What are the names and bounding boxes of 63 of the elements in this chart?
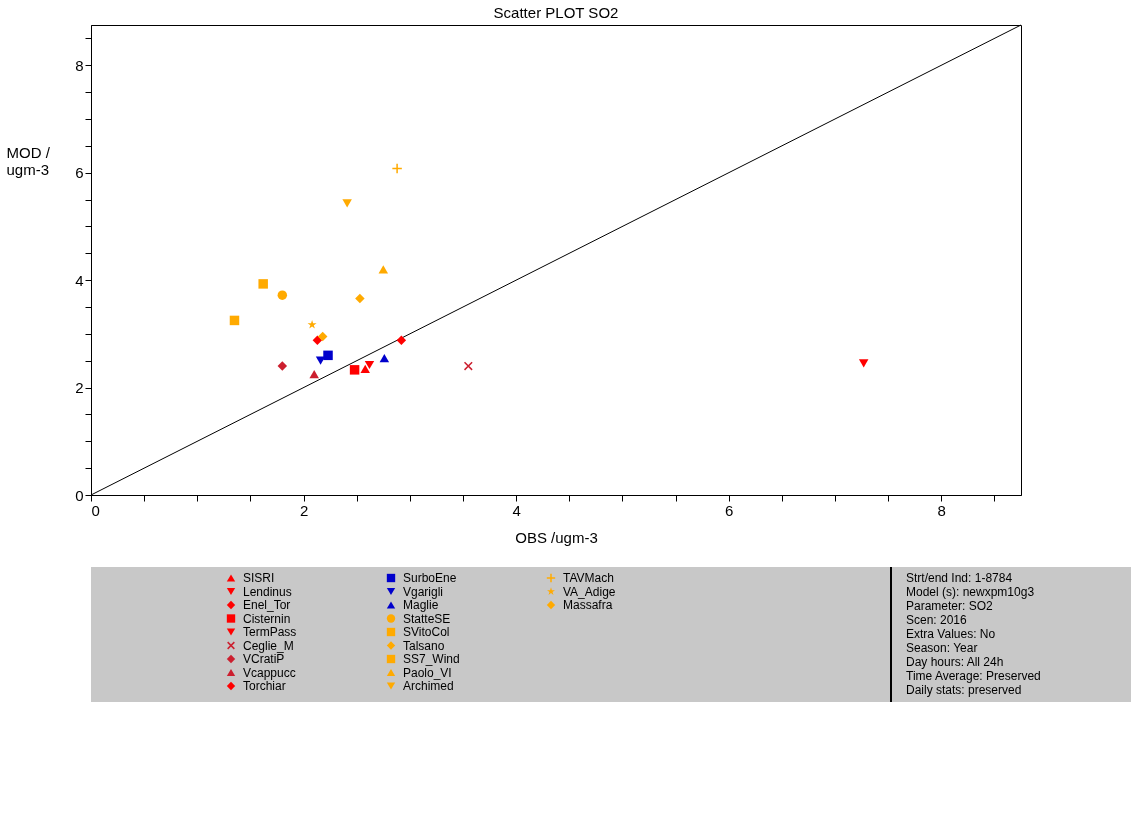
point: [349, 365, 360, 375]
point: [858, 359, 869, 368]
text: Season: Year: [906, 641, 978, 655]
x-tick-label: 8: [937, 501, 946, 519]
point: [309, 370, 319, 379]
point: [360, 364, 370, 373]
legend-label: Torchiar: [243, 679, 286, 693]
legend-label: Cisternin: [243, 611, 291, 626]
legend-label: Archimed: [403, 679, 454, 693]
text: Model (s): newxpm10g3: [906, 585, 1035, 599]
text: Parameter: SO2: [906, 599, 994, 613]
legend-label: StatteSE: [403, 611, 451, 626]
legend-label: TermPass: [243, 625, 297, 639]
x-tick-label: 0: [91, 501, 100, 519]
point: [364, 360, 375, 370]
point: [277, 361, 288, 371]
y-tick-label: 8: [75, 56, 84, 74]
legend-label: VA_Adige: [563, 584, 616, 599]
legend-label: Vgarigli: [403, 584, 444, 599]
legend-label: Enel_Tor: [243, 598, 291, 612]
legend-label: SISRI: [243, 571, 275, 585]
point: [307, 319, 317, 329]
text: Time Average: Preserved: [906, 669, 1041, 683]
legend-label: Maglie: [403, 598, 439, 612]
y-axis-title: MOD / ugm-3: [6, 143, 51, 178]
chart-title: Scatter PLOT SO2: [493, 3, 619, 21]
legend-label: Ceglie_M: [243, 638, 294, 653]
point: [463, 361, 473, 371]
y-tick-label: 4: [75, 271, 84, 289]
point: [391, 162, 403, 174]
point: [323, 350, 333, 361]
x-tick-label: 4: [512, 501, 521, 519]
text: Scen: 2016: [906, 613, 968, 627]
point: [229, 315, 240, 326]
legend-label: Vcappucc: [243, 665, 296, 680]
legend-label: Massafra: [563, 598, 613, 612]
x-tick-label: 2: [299, 501, 309, 519]
legend-label: SS7_Wind: [403, 652, 460, 666]
legend-label: Paolo_VI: [403, 665, 452, 680]
x-axis-title: OBS /ugm-3: [515, 528, 598, 546]
point: [396, 335, 407, 346]
text: Extra Values: No: [906, 627, 996, 641]
y-tick-label: 2: [75, 379, 84, 397]
legend-label: SVitoCol: [403, 625, 450, 639]
text: Day hours: All 24h: [906, 655, 1004, 669]
legend-label: Lendinus: [243, 584, 292, 599]
x-tick-label: 6: [725, 501, 734, 519]
point: [258, 279, 268, 289]
point: [379, 353, 390, 363]
point: [317, 331, 328, 342]
point: [355, 293, 365, 304]
point: [277, 290, 288, 300]
point: [378, 265, 389, 274]
text: Daily stats: preserved: [906, 683, 1022, 697]
legend-label: Talsano: [403, 638, 445, 653]
point: [342, 199, 352, 208]
y-tick-label: 0: [75, 486, 84, 504]
text: Strt/end Ind: 1-8784: [906, 571, 1013, 585]
legend-label: TAVMach: [563, 571, 614, 585]
legend-label: SurboEne: [403, 571, 457, 585]
point: [312, 335, 323, 346]
y-tick-label: 6: [75, 164, 84, 182]
legend-label: VCratiP: [243, 652, 285, 666]
